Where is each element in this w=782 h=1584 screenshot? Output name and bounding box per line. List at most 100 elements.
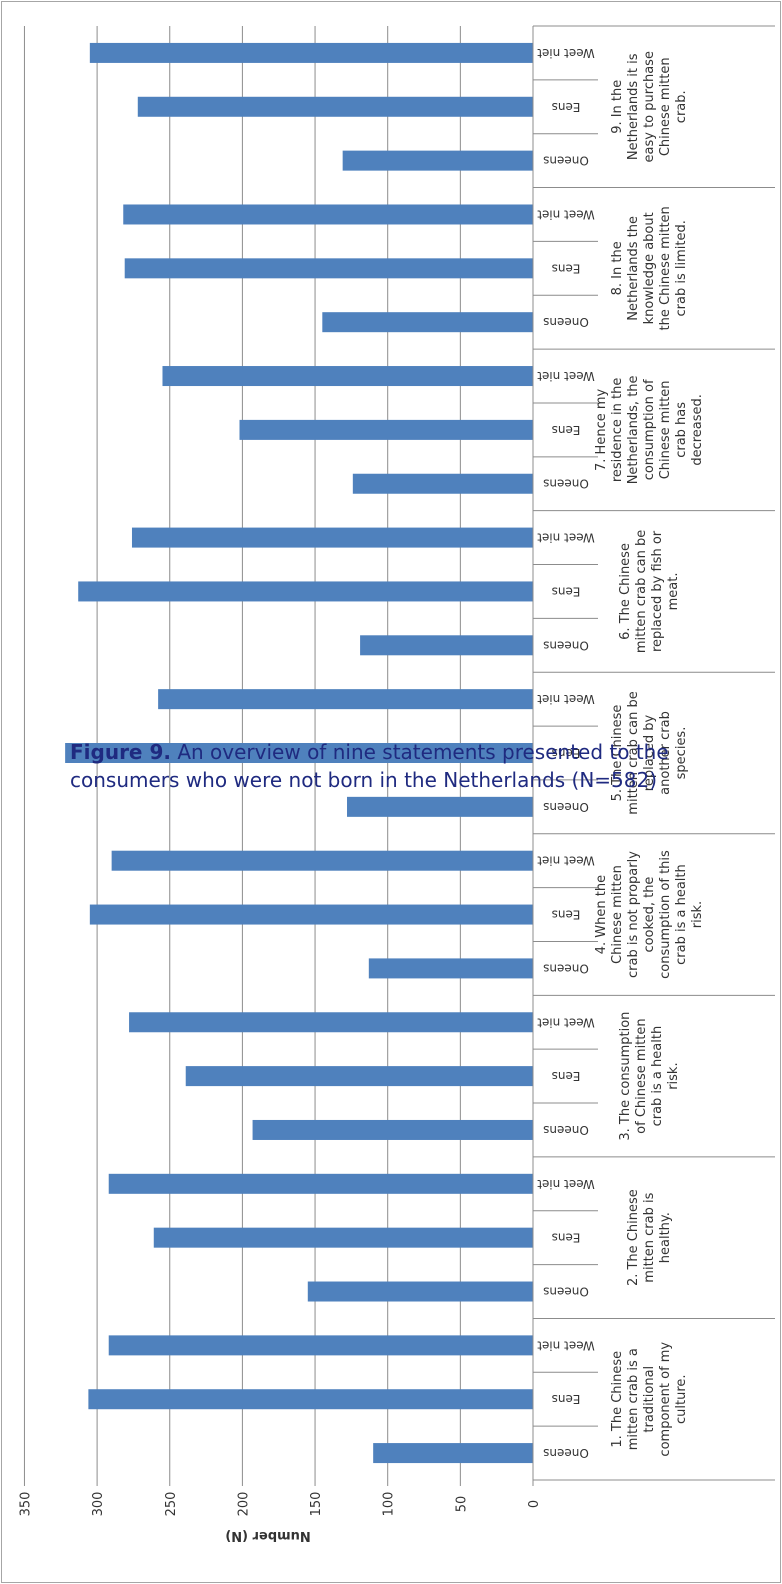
value-tick-label: 100 [382,1492,397,1517]
group-label-line: 8. In the [610,241,625,295]
value-tick-label: 150 [309,1492,324,1517]
category-label: Weet niet [537,1338,595,1352]
value-tick-label: 300 [91,1492,106,1517]
bar [108,1173,533,1194]
group-label-line: Chinese mitten [658,380,673,479]
bar [89,42,534,63]
group-label-line: meat. [666,573,681,611]
group-label-line: 3. The consumption [618,1012,633,1141]
group-label-line: crab. [674,90,689,123]
group-label: 8. In theNetherlands theknowledge aboutt… [610,206,689,330]
category-label: Oneens [543,315,589,329]
group-label: 4. When theChinese mittencrab is not pro… [594,850,705,979]
bar [252,1119,534,1140]
group-label-line: crab is a health [674,864,689,965]
group-label-line: replaced by [642,715,657,792]
group-label-line: decreased. [690,394,705,466]
category-label: Eens [552,1069,581,1083]
category-label: Oneens [543,154,589,168]
group-label-line: crab is limited. [674,220,689,316]
bar [342,150,533,171]
bar [239,419,533,440]
bar [131,527,534,548]
group-label-line: risk. [666,1062,681,1089]
group-label-line: Chinese mitten [610,865,625,964]
category-labels: Oneens Eens Weet niet 1. The Chinesemitten … [537,46,705,1460]
group-label-line: Netherlands the [626,216,641,321]
group-label-line: replaced by fish or [650,530,665,652]
value-tick-label: 200 [236,1492,251,1517]
group-label: 6. The Chinesemitten crab can bereplaced… [618,530,681,653]
group-label-line: traditional [642,1366,657,1433]
bar [158,689,533,710]
bar [111,850,533,871]
group-label-line: the Chinese mitten [658,206,673,330]
bar [368,958,533,979]
group-label-line: mitten crab can be [634,530,649,653]
figure-caption-line1: An overview of nine statements presented… [177,740,669,764]
group-label-line: 7. Hence my [594,388,609,470]
group-label-line: residence in the [610,378,625,483]
bars [65,42,534,1464]
group-label-line: 9. In the [610,80,625,134]
group-label: 5. The Chinesemitten crab can bereplaced… [610,691,689,814]
category-label: Weet niet [537,207,595,221]
group-label-line: crab is a health [650,1026,665,1127]
bar [137,96,533,117]
group-label-line: consumption of this [658,850,673,979]
group-label-line: culture. [674,1374,689,1424]
value-axis: 0 50 100 150 200 250 300 350 [18,1480,542,1516]
category-label: Eens [552,1231,581,1245]
category-label: Weet niet [537,692,595,706]
category-axis [532,25,775,1481]
figure-caption-label: Figure 9. [70,740,171,764]
y-axis-title: Number (N) [225,1528,311,1543]
category-label: Eens [552,746,581,760]
bar [124,258,533,279]
category-label: Weet niet [537,1015,595,1029]
value-tick-label: 0 [527,1500,542,1508]
group-label: 3. The consumptionof Chinese mittencrab … [618,1012,681,1141]
value-tick-label: 250 [164,1492,179,1517]
group-label-line: species. [674,727,689,780]
group-label-line: risk. [690,901,705,928]
group-label-line: Netherlands, the [626,375,641,484]
group-label-line: mitten crab can be [626,691,641,814]
category-label: Eens [552,100,581,114]
group-label-line: 5. The Chinese [610,705,625,802]
group-label-line: Netherlands it is [626,53,641,160]
group-label: 1. The Chinesemitten crab is atraditiona… [610,1342,689,1457]
group-label-line: mitten crab is [642,1192,657,1282]
bar [153,1227,533,1248]
group-label: 9. In theNetherlands it iseasy to purcha… [610,51,689,162]
group-label-line: 2. The Chinese [626,1189,641,1286]
category-label: Eens [552,908,581,922]
bar [129,1012,534,1033]
group-label-line: another crab [658,711,673,795]
bar [185,1066,533,1087]
bar [123,204,533,225]
category-label: Oneens [543,1285,589,1299]
category-label: Oneens [543,477,589,491]
group-label-line: Chinese mitten [658,57,673,156]
category-label: Oneens [543,1446,589,1460]
bar [322,312,533,333]
group-label-line: cooked, the [642,877,657,953]
category-label: Oneens [543,800,589,814]
bar [373,1443,533,1464]
category-label: Eens [552,261,581,275]
category-label: Eens [552,423,581,437]
category-label: Oneens [543,1123,589,1137]
bar [88,1389,533,1410]
bar [65,743,533,763]
group-label: 7. Hence myresidence in theNetherlands, … [594,375,705,484]
bar [78,581,533,602]
bar [89,904,534,925]
group-label-line: 6. The Chinese [618,543,633,640]
value-tick-label: 50 [454,1496,469,1513]
figure-caption: Figure 9. An overview of nine statements… [70,738,782,794]
category-label: Weet niet [537,854,595,868]
group-label: 2. The Chinesemitten crab ishealthy. [626,1189,673,1286]
group-label-line: knowledge about [642,212,657,324]
